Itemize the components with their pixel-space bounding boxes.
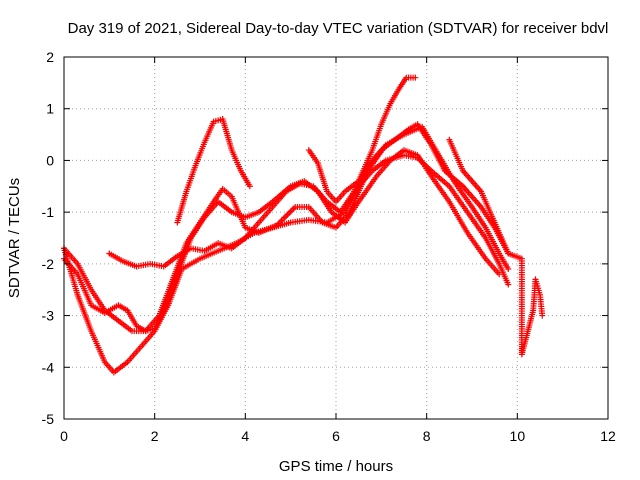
x-tick-label: 4	[241, 428, 249, 444]
y-tick-label: -5	[42, 411, 55, 427]
data-point	[246, 183, 253, 190]
x-tick-label: 2	[151, 428, 159, 444]
data-point	[505, 266, 512, 273]
series-track-g	[446, 136, 546, 358]
series-track-f	[305, 74, 419, 205]
x-tick-label: 0	[60, 428, 68, 444]
series-track-e	[174, 116, 253, 226]
data-point	[505, 281, 512, 288]
grid-layer	[64, 57, 608, 419]
x-tick-label: 8	[423, 428, 431, 444]
x-tick-label: 6	[332, 428, 340, 444]
chart-title: Day 319 of 2021, Sidereal Day-to-day VTE…	[68, 20, 609, 37]
data-point	[412, 74, 419, 81]
data-points-layer	[61, 74, 546, 376]
y-tick-label: -3	[42, 308, 55, 324]
x-axis-label: GPS time / hours	[279, 458, 393, 475]
y-tick-label: 2	[46, 49, 54, 65]
y-tick-label: -2	[42, 256, 55, 272]
x-tick-label: 10	[510, 428, 526, 444]
series-track-d	[106, 121, 512, 270]
data-point	[539, 312, 546, 319]
y-tick-label: 0	[46, 152, 54, 168]
y-tick-label: -4	[42, 359, 55, 375]
series-track-c	[61, 123, 512, 335]
data-point	[496, 271, 503, 278]
x-tick-label: 12	[600, 428, 616, 444]
y-tick-label: -1	[42, 204, 55, 220]
y-axis-label: SDTVAR / TECUs	[6, 178, 23, 298]
series-track-b	[61, 147, 503, 335]
y-tick-label: 1	[46, 101, 54, 117]
